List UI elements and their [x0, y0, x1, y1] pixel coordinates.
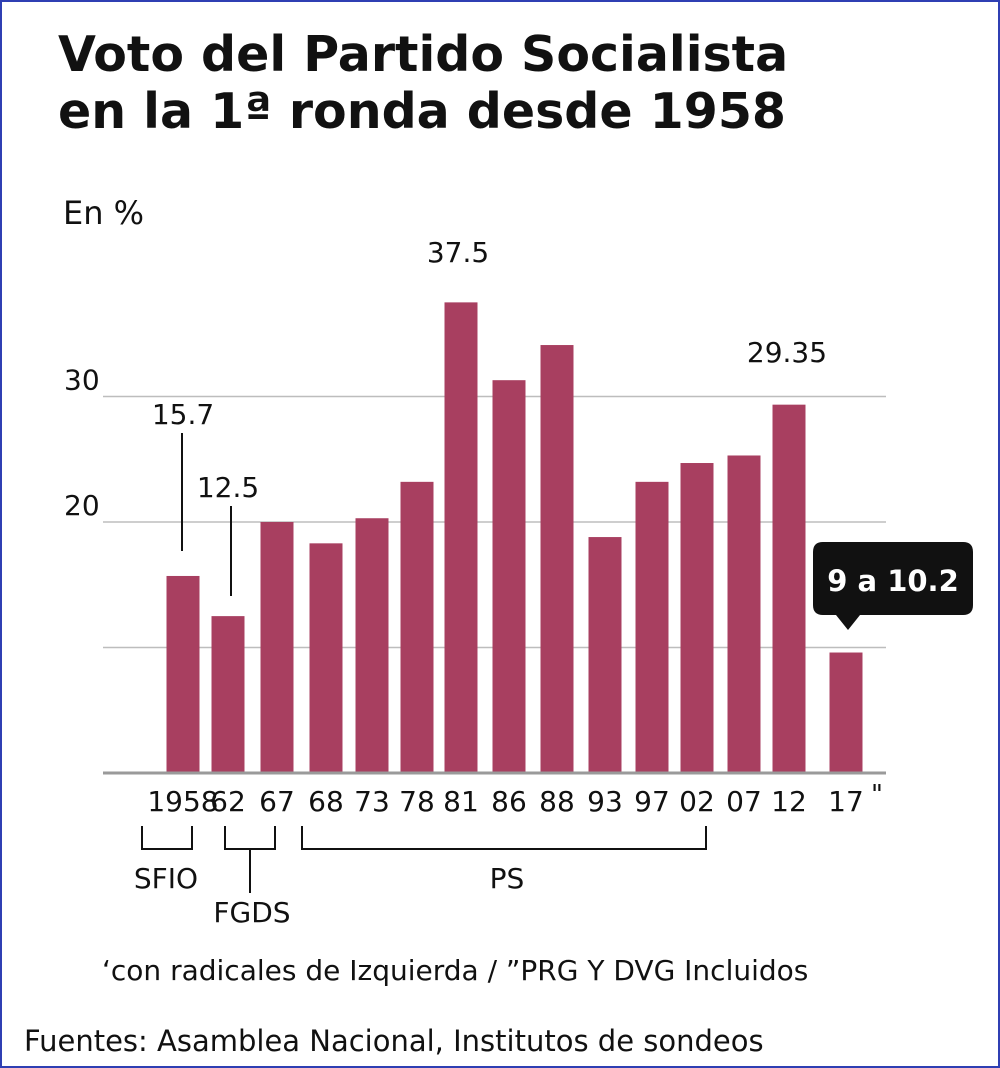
x-tick-label: 62 [210, 785, 246, 818]
bar [211, 616, 245, 773]
source-note: Fuentes: Asamblea Nacional, Institutos d… [24, 1024, 764, 1058]
bar [166, 575, 200, 773]
callout-bubble [813, 542, 973, 630]
x-tick-mark: " [871, 780, 883, 810]
x-tick-label: 78 [399, 785, 435, 818]
bar [727, 455, 761, 773]
callout-label: 9 a 10.2 [827, 564, 959, 598]
y-tick-label: 20 [64, 489, 100, 522]
bar [444, 302, 478, 773]
group-bracket [141, 826, 193, 850]
group-label: FGDS [213, 896, 290, 929]
bar [772, 404, 806, 773]
group-bracket [224, 826, 276, 850]
bar [540, 345, 574, 773]
x-tick-label: 1958 [147, 785, 218, 818]
x-tick-label: 93 [587, 785, 623, 818]
bar [680, 463, 714, 773]
bar [400, 481, 434, 773]
group-label: SFIO [134, 862, 198, 895]
x-tick-label: 88 [539, 785, 575, 818]
footnote: ‘con radicales de Izquierda / ”PRG Y DVG… [102, 954, 809, 987]
y-tick-label: 30 [64, 364, 100, 397]
bar [635, 481, 669, 773]
x-tick-label: 67 [259, 785, 295, 818]
x-tick-label: 07 [726, 785, 762, 818]
data-label: 15.7 [152, 398, 214, 431]
data-label: 37.5 [427, 236, 489, 269]
title-line-1: Voto del Partido Socialista [58, 26, 789, 83]
data-label: 12.5 [197, 471, 259, 504]
x-tick-label: 97 [634, 785, 670, 818]
bar [829, 652, 863, 773]
x-tick-label: 02 [679, 785, 715, 818]
bar [588, 537, 622, 773]
bar [492, 380, 526, 773]
data-label: 29.35 [747, 336, 827, 369]
y-axis-label: En % [63, 194, 145, 232]
x-tick-label: 17 [828, 785, 864, 818]
bar [260, 522, 294, 773]
x-tick-label: 81 [443, 785, 479, 818]
bar [355, 518, 389, 773]
bar [309, 543, 343, 773]
x-tick-label: 68 [308, 785, 344, 818]
group-bracket [301, 826, 707, 850]
x-tick-label: 12 [771, 785, 807, 818]
group-label: PS [490, 862, 525, 895]
x-tick-label: 73 [354, 785, 390, 818]
chart-title: Voto del Partido Socialista en la 1ª rond… [58, 26, 788, 140]
title-line-2: en la 1ª ronda desde 1958 [58, 83, 787, 140]
x-tick-label: 86 [491, 785, 527, 818]
